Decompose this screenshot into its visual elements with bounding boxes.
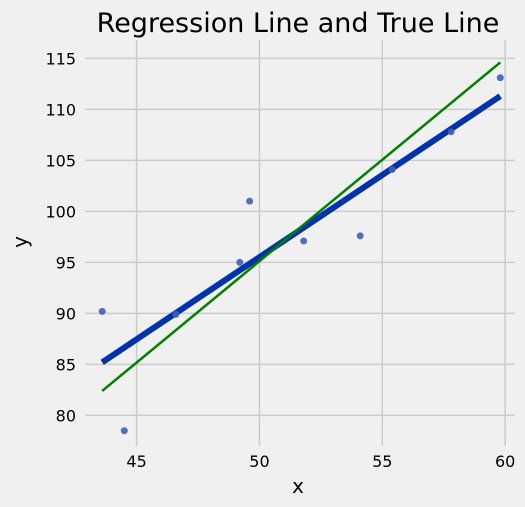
- x-tick-label: 50: [249, 452, 269, 471]
- y-tick-label: 105: [45, 151, 76, 170]
- scatter-point: [98, 307, 106, 315]
- true-line: [101, 61, 502, 392]
- y-axis-label: y: [8, 236, 32, 248]
- x-axis-label: x: [292, 474, 304, 498]
- y-tick-label: 110: [45, 100, 76, 119]
- y-tick-label: 80: [56, 406, 76, 425]
- scatter-points: [98, 74, 504, 435]
- scatter-point: [447, 128, 455, 136]
- scatter-point: [300, 237, 308, 245]
- scatter-point: [120, 427, 128, 435]
- x-tick-label: 60: [495, 452, 515, 471]
- scatter-point: [496, 74, 504, 82]
- scatter-point: [172, 310, 180, 318]
- y-tick-label: 100: [45, 202, 76, 221]
- scatter-point: [236, 258, 244, 266]
- y-tick-label: 115: [45, 49, 76, 68]
- y-tick-label: 90: [56, 304, 76, 323]
- x-tick-label: 45: [126, 452, 146, 471]
- chart-title: Regression Line and True Line: [97, 8, 500, 39]
- y-tick-label: 95: [56, 253, 76, 272]
- regression-line: [100, 93, 502, 365]
- scatter-point: [388, 166, 396, 174]
- x-tick-label: 55: [372, 452, 392, 471]
- tick-labels: 45 50 55 60 80 85 90 95 100 105 110 115: [45, 49, 515, 471]
- scatter-point: [246, 197, 254, 205]
- scatter-point: [356, 232, 364, 240]
- lines: [100, 61, 502, 392]
- y-tick-label: 85: [56, 355, 76, 374]
